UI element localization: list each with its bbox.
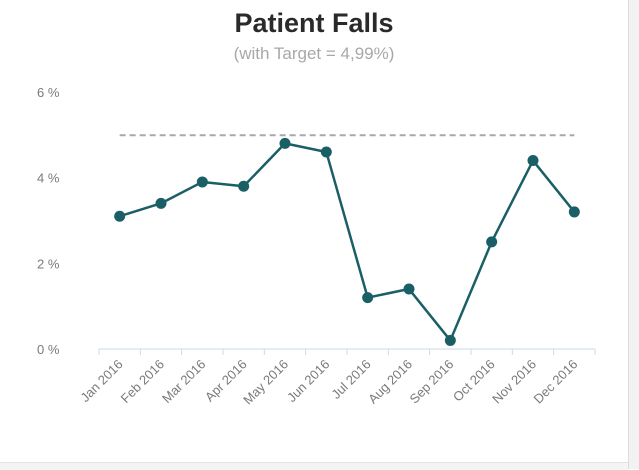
- x-tick-label: Sep 2016: [406, 357, 456, 407]
- y-tick-label: 0 %: [37, 342, 60, 357]
- data-point: [403, 283, 415, 295]
- bottom-edge: [0, 462, 628, 470]
- x-tick-label: Mar 2016: [159, 357, 208, 406]
- data-point: [568, 206, 580, 218]
- data-point: [444, 334, 456, 346]
- x-tick-label: Nov 2016: [489, 357, 539, 407]
- data-point: [527, 155, 539, 167]
- x-tick-label: Dec 2016: [530, 357, 580, 407]
- data-point: [114, 210, 126, 222]
- scroll-edge: [628, 0, 639, 469]
- x-tick-label: Aug 2016: [365, 357, 415, 407]
- data-point: [196, 176, 208, 188]
- data-point: [486, 236, 498, 248]
- y-tick-label: 6 %: [37, 85, 60, 100]
- x-tick-label: May 2016: [240, 357, 291, 408]
- data-point: [238, 180, 250, 192]
- x-tick-label: Feb 2016: [118, 357, 167, 406]
- data-point: [320, 146, 332, 158]
- series-line: [119, 142, 576, 342]
- chart-subtitle: (with Target = 4,99%): [233, 44, 395, 63]
- data-point: [279, 137, 291, 149]
- data-point: [362, 292, 374, 304]
- data-point: [155, 197, 167, 209]
- x-tick-label: Jun 2016: [284, 357, 332, 405]
- chart-title: Patient Falls: [234, 8, 394, 38]
- y-tick-label: 4 %: [37, 171, 60, 186]
- y-tick-label: 2 %: [37, 256, 60, 271]
- x-tick-label: Jan 2016: [77, 357, 125, 405]
